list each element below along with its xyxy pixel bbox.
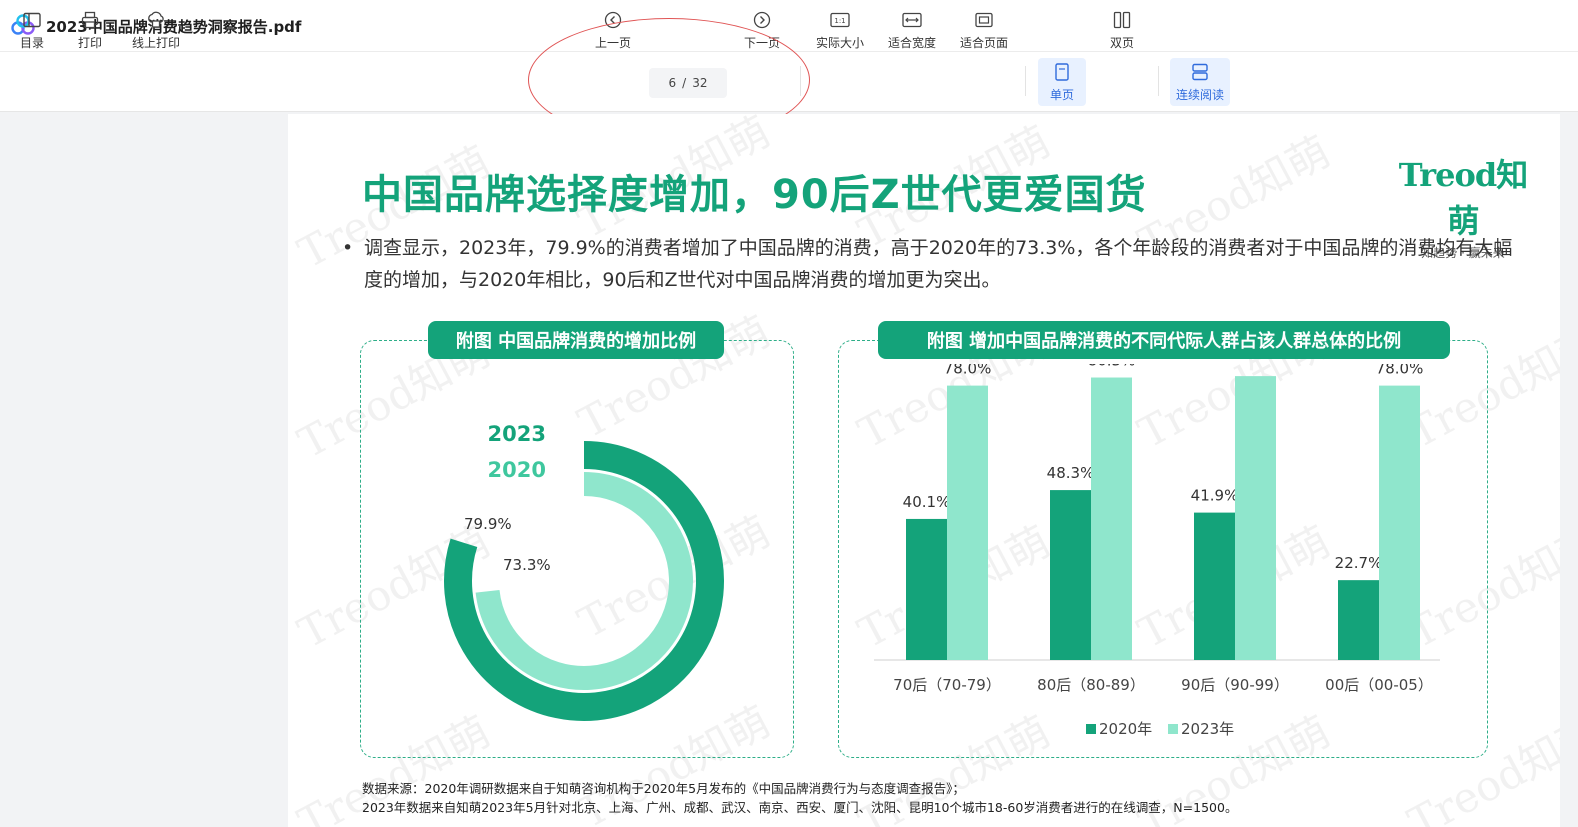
page-headline: 中国品牌选择度增加，90后Z世代更爱国货 — [362, 172, 1147, 218]
toolbar-divider — [1158, 66, 1159, 96]
bar-2023年 — [947, 385, 988, 660]
continuous-read-icon — [1190, 62, 1210, 82]
bar-value-label: 40.1% — [903, 493, 951, 511]
fit-width-button[interactable]: 适合宽度 — [884, 6, 940, 54]
summary-text: 调查显示，2023年，79.9%的消费者增加了中国品牌的消费，高于2020年的7… — [364, 237, 1513, 291]
donut-chart: 79.9% 2023 73.3% 2020 — [444, 422, 724, 721]
bar-2023年 — [1379, 385, 1420, 660]
bar-value-label: 41.9% — [1191, 487, 1239, 505]
category-tick-label: 90后（90-99） — [1181, 676, 1289, 694]
summary-bullet: • 调查显示，2023年，79.9%的消费者增加了中国品牌的消费，高于2020年… — [342, 232, 1522, 296]
category-tick-label: 00后（00-05） — [1325, 676, 1433, 694]
prev-page-button[interactable]: 上一页 — [590, 6, 636, 54]
prev-page-label: 上一页 — [594, 35, 631, 50]
document-title: 2023中国品牌消费趋势洞察报告.pdf — [46, 18, 302, 36]
bar-value-label: 22.7% — [1335, 554, 1383, 572]
fit-width-icon — [902, 10, 922, 30]
continuous-read-button[interactable]: 连续阅读 — [1170, 58, 1230, 106]
single-page-button[interactable]: 单页 — [1038, 58, 1086, 106]
bar-value-label: 80.7% — [1232, 364, 1280, 368]
legend-label: 2020年 — [1099, 720, 1152, 738]
bar-value-label: 78.0% — [944, 364, 992, 378]
online-print-button[interactable]: 线上打印 — [128, 6, 184, 54]
brand-logo: Treod知萌 知趋势 · 赢未来 — [1388, 150, 1538, 261]
next-page-label: 下一页 — [743, 35, 780, 50]
toolbar — [0, 52, 1578, 112]
print-button[interactable]: 打印 — [70, 6, 110, 54]
current-page-number[interactable]: 6 — [668, 76, 677, 90]
single-page-icon — [1052, 62, 1072, 82]
ring-arc-2020 — [475, 472, 693, 690]
fit-page-button[interactable]: 适合页面 — [956, 6, 1012, 54]
footnote-source-1: 数据来源：2020年调研数据来自于知萌咨询机构于2020年5月发布的《中国品牌消… — [362, 781, 965, 796]
title-bar: 2023中国品牌消费趋势洞察报告.pdf — [0, 0, 1578, 52]
toc-button[interactable]: 目录 — [12, 6, 52, 54]
bar-value-label: 80.3% — [1088, 364, 1136, 370]
fit-page-icon — [974, 10, 994, 30]
brand-slogan: 知趋势 · 赢未来 — [1421, 246, 1505, 260]
legend-label: 2023年 — [1181, 720, 1234, 738]
bar-2023年 — [1235, 376, 1276, 660]
bar-value-label: 48.3% — [1047, 464, 1095, 482]
bar-2023年 — [1091, 377, 1132, 660]
double-page-icon — [1112, 10, 1132, 30]
actual-size-glyph: 1:1 — [834, 17, 845, 25]
ring-value-label: 79.9% — [464, 515, 512, 533]
total-pages: 32 — [692, 76, 708, 90]
chevron-right-icon — [752, 10, 772, 30]
legend-swatch — [1086, 724, 1096, 734]
bar-2020年 — [1050, 490, 1091, 660]
donut-chart-title: 附图 中国品牌消费的增加比例 — [428, 321, 724, 359]
actual-size-label: 实际大小 — [815, 35, 864, 50]
toc-label: 目录 — [19, 35, 44, 50]
toolbar-divider — [800, 66, 801, 96]
continuous-read-label: 连续阅读 — [1175, 87, 1224, 102]
page-indicator[interactable]: 6 / 32 — [649, 68, 727, 98]
ring-value-label: 73.3% — [503, 556, 551, 574]
toolbar-divider — [1025, 66, 1026, 96]
footnote-source-2: 2023年数据来自知萌2023年5月针对北京、上海、广州、成都、武汉、南京、西安… — [362, 800, 1238, 815]
bullet-dot: • — [342, 237, 354, 259]
cloud-print-icon — [146, 10, 166, 30]
chevron-left-icon — [603, 10, 623, 30]
ring-series-name: 2023 — [488, 422, 546, 446]
online-print-label: 线上打印 — [131, 35, 180, 50]
bar-chart: 40.1% 78.0% 70后（70-79） 48.3% 80.3% 80后（80-89）… — [874, 364, 1440, 738]
bar-value-label: 78.0% — [1376, 364, 1424, 378]
legend-swatch — [1168, 724, 1178, 734]
page-separator: / — [682, 76, 687, 90]
ring-series-name: 2020 — [488, 458, 546, 482]
toc-icon — [22, 10, 42, 30]
single-page-label: 单页 — [1049, 87, 1074, 102]
actual-size-icon: 1:1 — [830, 10, 850, 30]
category-tick-label: 80后（80-89） — [1037, 676, 1145, 694]
actual-size-button[interactable]: 1:1 实际大小 — [812, 6, 868, 54]
printer-icon — [80, 10, 100, 30]
bar-2020年 — [1338, 580, 1379, 660]
brand-logo-text: Treod知萌 — [1398, 156, 1528, 240]
bar-2020年 — [906, 518, 947, 660]
double-page-button[interactable]: 双页 — [1098, 6, 1146, 54]
bar-2020年 — [1194, 512, 1235, 660]
double-page-label: 双页 — [1109, 35, 1134, 50]
category-tick-label: 70后（70-79） — [893, 676, 1001, 694]
document-page: Treod知萌 Treod知萌 Treod知萌 Treod知萌 Treod知萌 … — [288, 114, 1560, 827]
viewer-left-margin — [0, 114, 288, 827]
next-page-button[interactable]: 下一页 — [739, 6, 785, 54]
bar-chart-title: 附图 增加中国品牌消费的不同代际人群占该人群总体的比例 — [878, 321, 1450, 359]
print-label: 打印 — [77, 35, 102, 50]
ring-arc-2023 — [444, 441, 724, 721]
fit-width-label: 适合宽度 — [887, 35, 936, 50]
fit-page-label: 适合页面 — [959, 35, 1008, 50]
